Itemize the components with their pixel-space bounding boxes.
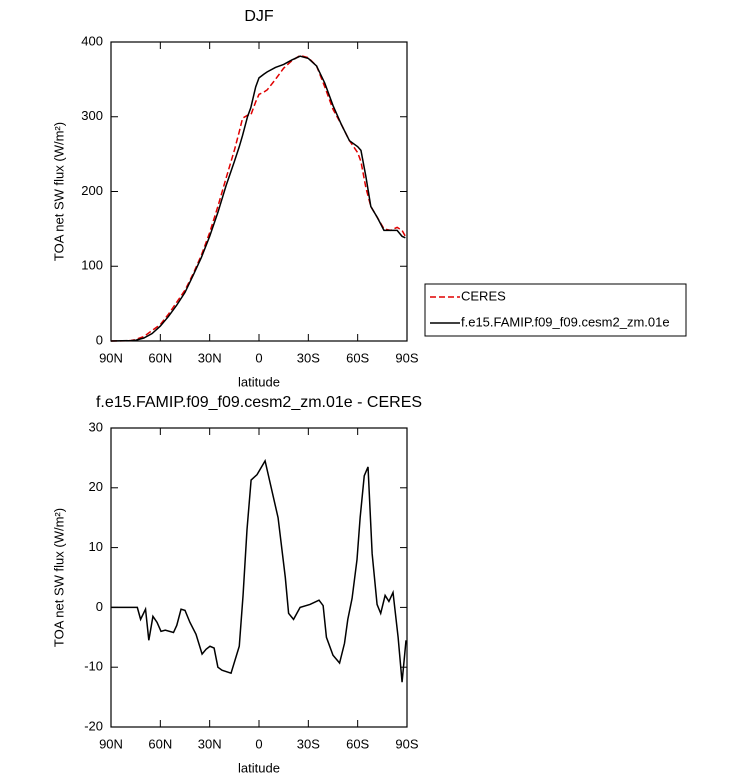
- x-tick-label: 30S: [297, 736, 320, 751]
- y-axis-label: TOA net SW flux (W/m²): [51, 508, 66, 647]
- y-tick-label: 400: [81, 33, 103, 48]
- x-tick-label: 90N: [99, 736, 123, 751]
- y-tick-label: 30: [89, 419, 103, 434]
- plot-frame: [110, 41, 408, 342]
- legend-label: f.e15.FAMIP.f09_f09.cesm2_zm.01e: [461, 314, 670, 329]
- plot-frame: [110, 427, 408, 728]
- x-tick-label: 0: [255, 736, 262, 751]
- x-axis-label: latitude: [238, 374, 280, 389]
- x-tick-label: 0: [255, 350, 262, 365]
- x-tick-label: 90N: [99, 350, 123, 365]
- data-line: [111, 458, 407, 683]
- x-tick-label: 60N: [148, 736, 172, 751]
- x-tick-label: 60N: [148, 350, 172, 365]
- legend-box: [424, 283, 687, 337]
- x-tick-label: 30S: [297, 350, 320, 365]
- x-tick-label: 90S: [395, 350, 418, 365]
- x-tick-label: 30N: [198, 736, 222, 751]
- chart-title: DJF: [244, 8, 274, 25]
- y-tick-label: 300: [81, 108, 103, 123]
- y-tick-label: -20: [84, 718, 103, 733]
- y-tick-label: 20: [89, 479, 103, 494]
- x-tick-label: 90S: [395, 736, 418, 751]
- data-line: [110, 55, 406, 342]
- chart-title: f.e15.FAMIP.f09_f09.cesm2_zm.01e - CERES: [96, 394, 422, 411]
- x-axis-label: latitude: [238, 760, 280, 775]
- x-tick-label: 30N: [198, 350, 222, 365]
- y-tick-label: 10: [89, 539, 103, 554]
- y-tick-label: -10: [84, 659, 103, 674]
- y-tick-label: 0: [96, 599, 103, 614]
- legend-label: CERES: [461, 288, 506, 303]
- y-tick-label: 0: [96, 332, 103, 347]
- y-tick-label: 100: [81, 258, 103, 273]
- y-axis-label: TOA net SW flux (W/m²): [51, 122, 66, 261]
- x-tick-label: 60S: [346, 736, 369, 751]
- y-tick-label: 200: [81, 183, 103, 198]
- x-tick-label: 60S: [346, 350, 369, 365]
- data-line: [110, 54, 407, 342]
